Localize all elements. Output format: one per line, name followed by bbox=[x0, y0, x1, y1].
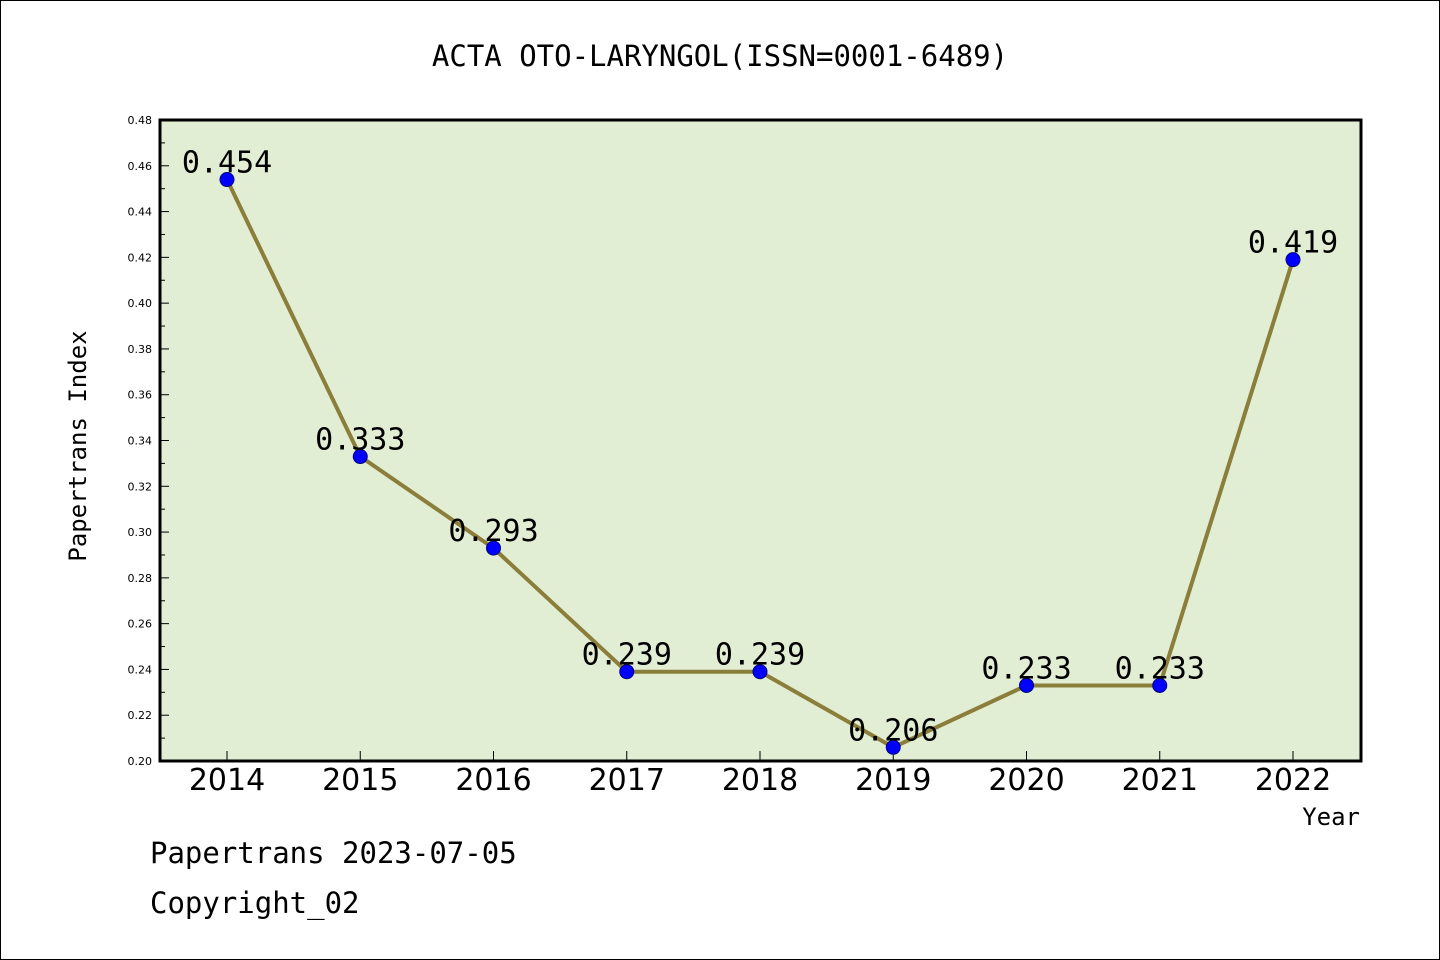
x-tick-label: 2014 bbox=[189, 763, 265, 798]
data-point bbox=[1285, 252, 1301, 268]
plot-area bbox=[158, 118, 1363, 763]
data-point bbox=[619, 664, 635, 680]
footer-copyright: Copyright_02 bbox=[150, 886, 360, 920]
data-point bbox=[1152, 677, 1168, 693]
series-group bbox=[219, 172, 1301, 755]
data-point bbox=[885, 739, 901, 755]
data-label: 0.293 bbox=[448, 514, 538, 549]
y-tick-label: 0.28 bbox=[128, 572, 153, 585]
data-label: 0.419 bbox=[1248, 226, 1338, 261]
y-tick-label: 0.30 bbox=[128, 526, 153, 539]
y-tick-label: 0.48 bbox=[128, 114, 153, 127]
data-label: 0.233 bbox=[1115, 651, 1205, 686]
x-axis-ticks: 2014 2015 2016 2017 2018 2019 2020 2021 2022 bbox=[189, 751, 1331, 798]
y-tick-label: 0.34 bbox=[128, 435, 153, 448]
data-point bbox=[219, 172, 235, 188]
data-label: 0.333 bbox=[315, 423, 405, 458]
y-tick-label: 0.44 bbox=[128, 206, 153, 219]
data-point bbox=[486, 540, 501, 556]
y-tick-label: 0.26 bbox=[128, 618, 153, 631]
data-labels: 0.454 0.333 0.293 0.239 0.239 0.206 0.233 0.233… bbox=[182, 146, 1338, 749]
y-tick-label: 0.20 bbox=[128, 755, 153, 768]
x-tick-label: 2022 bbox=[1255, 763, 1331, 798]
y-tick-label: 0.22 bbox=[128, 709, 153, 722]
data-point bbox=[352, 449, 368, 465]
x-tick-label: 2021 bbox=[1122, 763, 1198, 798]
x-tick-label: 2018 bbox=[722, 763, 798, 798]
data-point bbox=[1019, 677, 1034, 693]
y-tick-label: 0.46 bbox=[128, 160, 153, 173]
footer-date: Papertrans 2023-07-05 bbox=[150, 836, 517, 870]
data-point bbox=[752, 664, 768, 680]
y-tick-label: 0.42 bbox=[128, 251, 153, 264]
x-tick-label: 2016 bbox=[455, 763, 531, 798]
x-tick-label: 2017 bbox=[589, 763, 665, 798]
data-label: 0.206 bbox=[848, 713, 938, 748]
data-label: 0.239 bbox=[582, 638, 672, 673]
data-label: 0.454 bbox=[182, 146, 272, 181]
y-tick-label: 0.36 bbox=[128, 389, 153, 402]
data-label: 0.239 bbox=[715, 638, 805, 673]
x-tick-label: 2020 bbox=[988, 763, 1064, 798]
y-tick-label: 0.24 bbox=[128, 663, 153, 676]
y-axis-ticks: 0.20 0.22 0.24 0.26 0.28 0.30 0.32 0.34 0.36 0.38… bbox=[128, 114, 169, 768]
chart-title: ACTA OTO-LARYNGOL(ISSN=0001-6489) bbox=[432, 39, 1008, 73]
x-tick-label: 2015 bbox=[322, 763, 398, 798]
y-tick-label: 0.32 bbox=[128, 480, 153, 493]
y-axis-label: Papertrans Index bbox=[64, 330, 92, 561]
data-label: 0.233 bbox=[981, 651, 1071, 686]
y-tick-label: 0.38 bbox=[128, 343, 153, 356]
y-tick-label: 0.40 bbox=[128, 297, 153, 310]
x-axis-label: Year bbox=[1302, 803, 1360, 831]
x-tick-label: 2019 bbox=[855, 763, 931, 798]
